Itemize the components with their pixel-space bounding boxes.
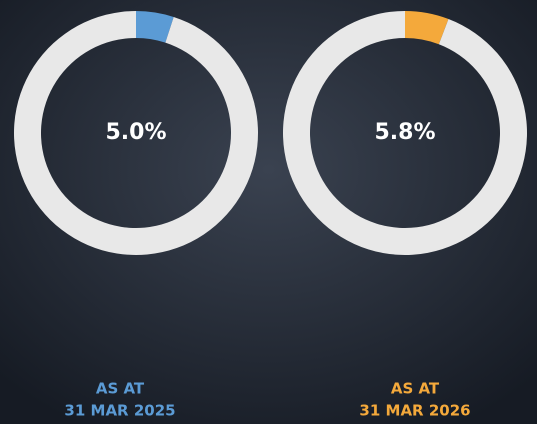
date-label: 31 MAR 2025 [64, 402, 175, 420]
date-label: AS AT [96, 380, 145, 398]
donut-segment [405, 11, 449, 45]
date-label: 31 MAR 2026 [359, 402, 470, 420]
center-value-label: 5.0% [105, 120, 166, 145]
donut-segment [136, 11, 174, 43]
date-label: AS AT [391, 380, 440, 398]
center-value-label: 5.8% [374, 120, 435, 145]
